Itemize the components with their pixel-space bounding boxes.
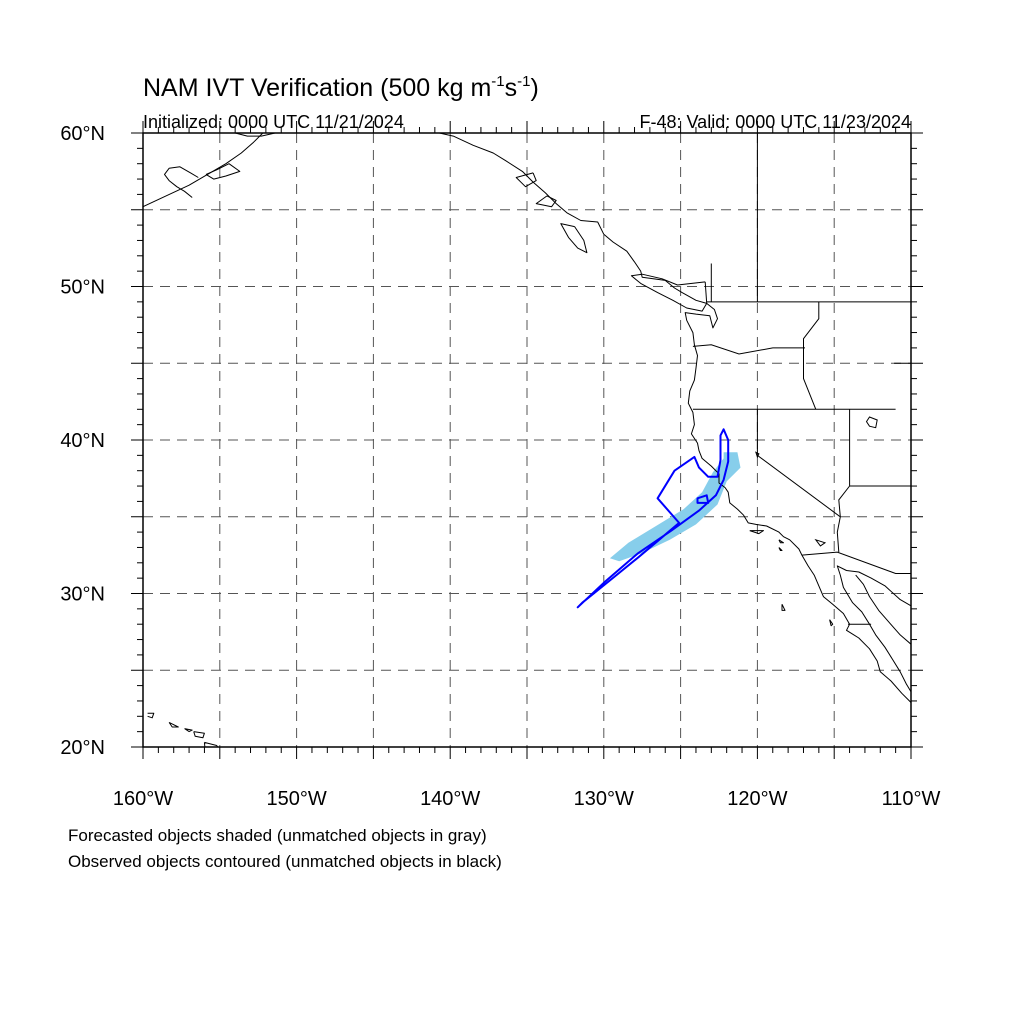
figure-title: NAM IVT Verification (500 kg m-1s-1) (143, 73, 539, 102)
coastline-segment (203, 741, 219, 747)
caption-observed: Observed objects contoured (unmatched ob… (68, 852, 502, 871)
coastline-segment (168, 721, 179, 728)
political-boundary (692, 344, 805, 355)
lon-label: 140°W (420, 788, 480, 810)
lat-label: 60°N (60, 123, 105, 145)
coastline-segment (515, 172, 537, 188)
lat-label: 40°N (60, 430, 105, 452)
political-boundary (756, 409, 841, 553)
coastline-segment (749, 530, 764, 535)
lon-label: 130°W (574, 788, 634, 810)
lat-label: 20°N (60, 737, 105, 759)
coastline-segment (535, 195, 557, 208)
coastline-segment (829, 619, 834, 627)
political-boundary (801, 551, 911, 574)
observed-object-contour (696, 494, 710, 504)
lon-label: 160°W (113, 788, 173, 810)
coastline-segment (855, 574, 911, 645)
coastline-segment (781, 603, 786, 611)
observed-objects (576, 428, 730, 609)
lat-label: 50°N (60, 277, 105, 299)
gridlines (143, 133, 911, 747)
political-boundary (838, 409, 851, 517)
coastline-segment (164, 166, 199, 198)
coastline-segment (147, 712, 155, 719)
valid-time-label: F-48: Valid: 0000 UTC 11/23/2024 (640, 112, 912, 132)
lake-outline (865, 416, 878, 429)
coastline-segment (778, 547, 783, 551)
lat-label: 30°N (60, 584, 105, 606)
political-boundary (803, 301, 820, 410)
axis-labels: 160°W 150°W 140°W 130°W 120°W 110°W 60°N 50°N 40… (60, 123, 940, 810)
forecast-objects (609, 452, 741, 562)
caption-forecast: Forecasted objects shaded (unmatched obj… (68, 826, 487, 845)
lake-outline (755, 451, 760, 459)
coastline-segment (193, 731, 205, 739)
lake-outline (814, 538, 827, 547)
coastlines (143, 133, 911, 747)
coastline-segment (235, 133, 276, 137)
lon-label: 110°W (882, 788, 941, 810)
initialized-label: Initialized: 0000 UTC 11/21/2024 (143, 112, 404, 132)
coastline-segment (836, 565, 911, 692)
observed-object-contour (576, 428, 730, 609)
coastline-segment (184, 728, 193, 733)
coastline-segment (439, 133, 911, 703)
coastline-segment (143, 133, 264, 208)
lon-label: 120°W (727, 788, 787, 810)
coastline-segment (205, 163, 241, 180)
coastline-segment (560, 223, 588, 254)
coastline-segment (630, 273, 708, 312)
lon-label: 150°W (266, 788, 326, 810)
forecast-object-shading (609, 452, 741, 562)
coastline-segment (778, 539, 784, 544)
axis-ticks (131, 121, 923, 759)
